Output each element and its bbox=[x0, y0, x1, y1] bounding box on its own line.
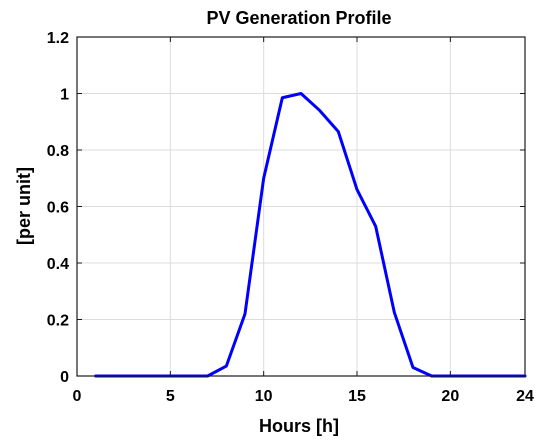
x-tick-label: 10 bbox=[255, 388, 273, 405]
x-tick-labels: 0 5 10 15 20 24 bbox=[73, 388, 534, 405]
y-tick-label: 0.2 bbox=[47, 313, 69, 330]
pv-series-line bbox=[94, 92, 527, 378]
grid-lines bbox=[76, 36, 526, 377]
x-tick-label: 0 bbox=[73, 388, 82, 405]
chart-title: PV Generation Profile bbox=[206, 8, 391, 28]
x-tick-label: 24 bbox=[516, 388, 534, 405]
x-tick-label: 15 bbox=[348, 388, 366, 405]
x-tick-label: 20 bbox=[441, 388, 459, 405]
series-layer bbox=[94, 92, 527, 378]
y-tick-label: 1 bbox=[60, 87, 69, 104]
y-tick-label: 0.6 bbox=[47, 200, 69, 217]
x-tick-label: 5 bbox=[166, 388, 175, 405]
y-tick-label: 0.8 bbox=[47, 143, 69, 160]
x-axis-label: Hours [h] bbox=[259, 416, 339, 436]
axis-ticks bbox=[76, 36, 526, 377]
y-tick-labels: 0 0.2 0.4 0.6 0.8 1 1.2 bbox=[47, 30, 69, 386]
y-tick-label: 0 bbox=[60, 369, 69, 386]
y-tick-label: 1.2 bbox=[47, 30, 69, 47]
y-axis-label: [per unit] bbox=[14, 167, 34, 245]
y-tick-label: 0.4 bbox=[47, 256, 69, 273]
